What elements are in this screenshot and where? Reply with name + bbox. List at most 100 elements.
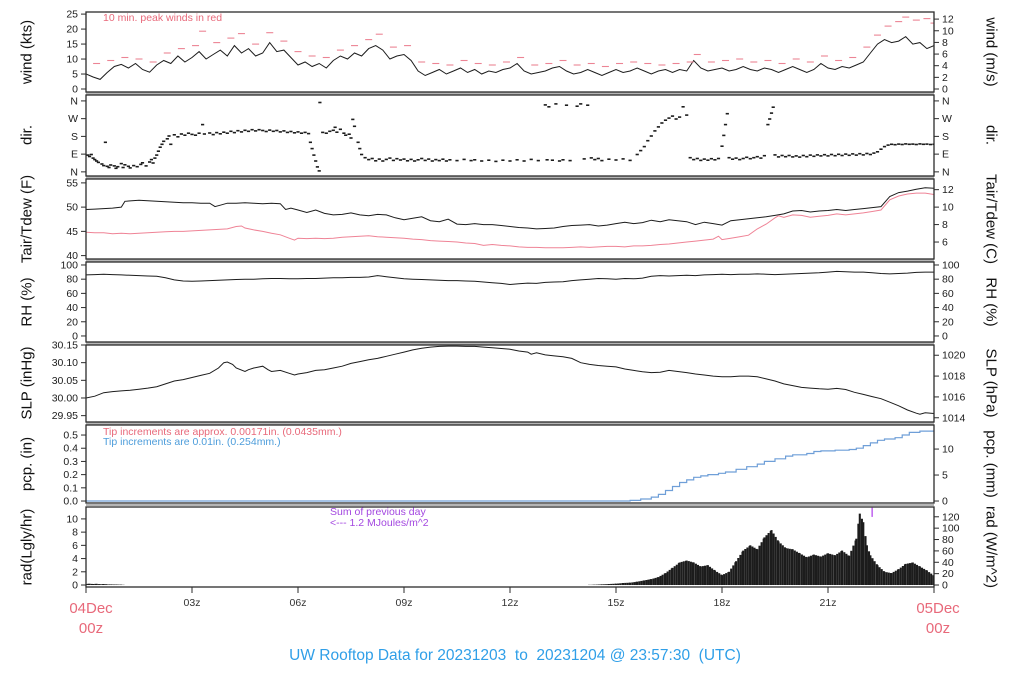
series-cumulative-precip	[86, 430, 934, 502]
tick-label-right-slp: 1018	[942, 371, 966, 383]
x-tick-label-21z: 21z	[819, 597, 837, 609]
axis-label-tair-c: Tair/Tdew (C)	[982, 173, 1000, 265]
tick-label-right-rad: 20	[942, 568, 954, 580]
series-tair-f	[86, 187, 934, 230]
axis-label-pcp-mm: pcp. (mm)	[982, 430, 1000, 498]
tick-label-left-temp: 40	[66, 250, 78, 262]
axis-label-wind-ms: wind (m/s)	[982, 17, 1000, 87]
tick-label-left-temp: 55	[66, 177, 78, 189]
panel-series-temp	[86, 187, 934, 249]
panel-separator	[86, 92, 934, 95]
panel-box-pcp	[85, 424, 935, 504]
tip-increment-note-blue: Tip increments are 0.01in. (0.254mm.)	[103, 436, 281, 448]
tick-label-right-rad: 100	[942, 523, 960, 535]
axis-label-rh-right: RH (%)	[982, 277, 1000, 327]
tick-label-left-wind: 15	[66, 39, 78, 51]
x-tick-label-15z: 15z	[607, 597, 625, 609]
date-label-right-line1: 05Dec	[916, 600, 960, 617]
panel-box-rh	[85, 261, 935, 343]
tick-label-left-wind: 25	[66, 9, 78, 21]
series-relative-humidity	[86, 270, 934, 286]
tick-label-right-pcp: 10	[942, 444, 954, 456]
tick-label-right-temp: 12	[942, 184, 954, 196]
panel-series-wind	[86, 16, 934, 80]
rad-sum-note-line2: <--- 1.2 MJoules/m^2	[330, 517, 429, 529]
panel-box-slp	[85, 344, 935, 423]
tick-label-left-rad: 6	[72, 540, 78, 552]
tick-label-left-pcp: 0.2	[63, 469, 78, 481]
tick-label-left-rad: 10	[66, 513, 78, 525]
panel-series-pcp	[86, 430, 934, 502]
tick-label-right-pcp: 5	[942, 470, 948, 482]
tick-label-left-rh: 60	[66, 288, 78, 300]
tick-label-left-dir: E	[71, 149, 78, 161]
tick-label-right-wind: 6	[942, 49, 948, 61]
tick-label-left-dir: W	[68, 113, 78, 125]
panel-series-slp	[86, 345, 934, 415]
panel-separator	[86, 422, 934, 425]
tick-label-left-pcp: 0.0	[63, 496, 78, 508]
tick-label-left-pcp: 0.1	[63, 482, 78, 494]
panel-series-dir	[86, 101, 934, 172]
panel-box-rad	[85, 506, 935, 588]
x-tick-label-12z: 12z	[501, 597, 519, 609]
tick-label-right-rad: 120	[942, 511, 960, 523]
tick-label-right-rad: 0	[942, 580, 948, 592]
tick-label-left-rh: 20	[66, 316, 78, 328]
tick-label-right-rh: 100	[942, 259, 960, 271]
tick-label-right-wind: 12	[942, 14, 954, 26]
axis-label-pcp-in: pcp. (in)	[18, 436, 36, 492]
tick-label-left-wind: 5	[72, 69, 78, 81]
axis-label-rad-wm2: rad (W/m^2)	[982, 505, 1000, 589]
axis-label-tair-f: Tair/Tdew (F)	[18, 174, 36, 264]
tick-label-right-temp: 6	[942, 237, 948, 249]
x-tick-label-18z: 18z	[713, 597, 731, 609]
tick-label-right-temp: 10	[942, 202, 954, 214]
date-label-right-line2: 00z	[925, 620, 951, 637]
panel-box-temp	[85, 178, 935, 260]
tick-label-right-dir: S	[942, 131, 949, 143]
tick-label-left-dir: N	[70, 95, 78, 107]
panel-separator	[86, 504, 934, 506]
series-sea-level-pressure	[86, 345, 934, 415]
panel-separator	[86, 342, 934, 345]
tick-label-right-slp: 1020	[942, 350, 966, 362]
tick-label-left-pcp: 0.3	[63, 456, 78, 468]
tick-label-left-rh: 100	[60, 259, 78, 271]
tick-label-left-rad: 8	[72, 527, 78, 539]
tick-label-right-wind: 10	[942, 25, 954, 37]
tick-label-right-wind: 4	[942, 60, 948, 72]
tick-label-left-pcp: 0.5	[63, 430, 78, 442]
tick-label-right-wind: 2	[942, 72, 948, 84]
series-wind-speed-kts	[86, 35, 934, 80]
tick-label-right-dir: N	[942, 166, 950, 178]
tick-label-left-slp: 29.95	[52, 410, 78, 422]
x-tick-label-09z: 09z	[395, 597, 413, 609]
peak-winds-note: 10 min. peak winds in red	[103, 12, 223, 24]
tick-label-left-dir: N	[70, 166, 78, 178]
tick-label-left-rh: 80	[66, 274, 78, 286]
axis-label-slp-hpa: SLP (hPa)	[982, 348, 1000, 418]
tick-label-left-wind: 20	[66, 24, 78, 36]
rad-sum-note-line1: Sum of previous day	[330, 506, 426, 518]
axis-label-dir-left: dir.	[18, 124, 36, 146]
panel-series-rh	[86, 270, 934, 286]
tick-label-right-dir: E	[942, 149, 949, 161]
axis-label-rh-left: RH (%)	[18, 277, 36, 327]
tick-label-left-rad: 2	[72, 566, 78, 578]
tick-label-right-rh: 60	[942, 288, 954, 300]
tick-label-left-temp: 45	[66, 226, 78, 238]
tick-label-left-slp: 30.15	[52, 340, 78, 352]
tip-increment-note-red: Tip increments are approx. 0.00171in. (0…	[103, 426, 342, 438]
tick-label-left-rh: 40	[66, 302, 78, 314]
date-label-left-line2: 00z	[78, 620, 104, 637]
axis-label-dir-right: dir.	[982, 124, 1000, 146]
tick-label-right-slp: 1016	[942, 391, 966, 403]
panel-separator	[86, 176, 934, 179]
tick-label-right-temp: 8	[942, 219, 948, 231]
x-tick-label-06z: 06z	[289, 597, 307, 609]
tick-label-left-slp: 30.00	[52, 392, 78, 404]
tick-label-right-dir: W	[942, 113, 952, 125]
figure-title: UW Rooftop Data for 20231203 to 20231204…	[289, 647, 741, 664]
